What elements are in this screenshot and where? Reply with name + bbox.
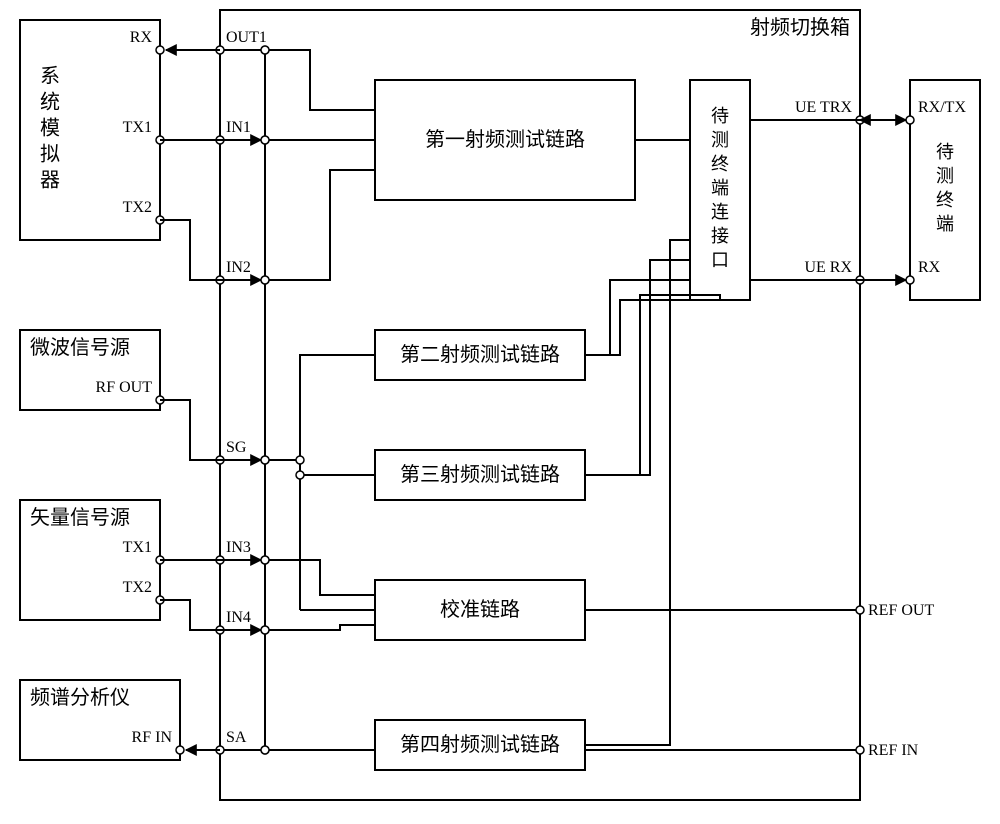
svg-text:REF OUT: REF OUT [868, 602, 934, 619]
svg-text:RX/TX: RX/TX [918, 99, 966, 116]
svg-text:SA: SA [226, 729, 247, 746]
svg-text:终: 终 [711, 154, 729, 174]
svg-text:端: 端 [711, 178, 729, 198]
svg-text:第四射频测试链路: 第四射频测试链路 [400, 733, 560, 756]
svg-text:IN3: IN3 [226, 539, 251, 556]
svg-text:统: 统 [40, 91, 60, 114]
svg-text:射频切换箱: 射频切换箱 [750, 16, 850, 39]
svg-text:测: 测 [711, 130, 729, 150]
svg-text:IN2: IN2 [226, 259, 251, 276]
svg-text:拟: 拟 [40, 143, 60, 166]
svg-text:模: 模 [40, 117, 60, 140]
svg-text:RX: RX [130, 29, 153, 46]
svg-text:TX1: TX1 [123, 119, 152, 136]
svg-text:第三射频测试链路: 第三射频测试链路 [400, 463, 560, 486]
svg-text:OUT1: OUT1 [226, 29, 267, 46]
svg-text:IN4: IN4 [226, 609, 251, 626]
svg-text:TX1: TX1 [123, 539, 152, 556]
svg-text:接: 接 [711, 226, 729, 246]
svg-text:终: 终 [936, 190, 954, 210]
svg-text:RX: RX [918, 259, 941, 276]
svg-text:系: 系 [40, 65, 60, 88]
svg-text:微波信号源: 微波信号源 [30, 336, 130, 359]
svg-text:测: 测 [936, 166, 954, 186]
svg-text:待: 待 [936, 142, 954, 162]
svg-text:IN1: IN1 [226, 119, 251, 136]
svg-text:RF IN: RF IN [132, 729, 173, 746]
svg-text:第二射频测试链路: 第二射频测试链路 [400, 343, 560, 366]
svg-text:连: 连 [711, 202, 729, 222]
svg-text:口: 口 [711, 250, 729, 270]
svg-text:第一射频测试链路: 第一射频测试链路 [425, 128, 585, 151]
svg-text:UE RX: UE RX [804, 259, 852, 276]
svg-text:SG: SG [226, 439, 247, 456]
svg-text:待: 待 [711, 106, 729, 126]
svg-text:矢量信号源: 矢量信号源 [30, 506, 130, 529]
svg-text:频谱分析仪: 频谱分析仪 [30, 686, 130, 709]
svg-text:TX2: TX2 [123, 199, 152, 216]
svg-text:REF IN: REF IN [868, 742, 919, 759]
svg-text:端: 端 [936, 214, 954, 234]
svg-text:RF OUT: RF OUT [96, 379, 153, 396]
svg-text:UE TRX: UE TRX [795, 99, 852, 116]
svg-text:TX2: TX2 [123, 579, 152, 596]
svg-text:校准链路: 校准链路 [440, 598, 520, 621]
svg-text:器: 器 [40, 170, 60, 192]
